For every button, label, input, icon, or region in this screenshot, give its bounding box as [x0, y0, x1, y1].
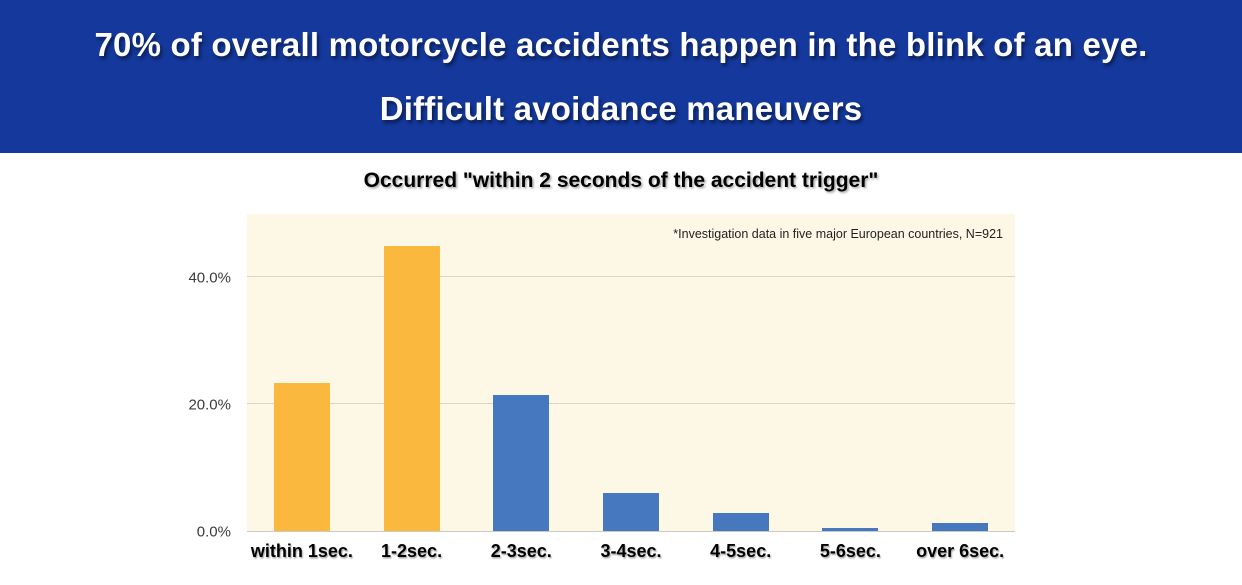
plot-area: *Investigation data in five major Europe…	[247, 214, 1015, 532]
y-axis-labels: 0.0% 20.0% 40.0%	[0, 214, 231, 540]
x-axis-labels: within 1sec. 1-2sec. 2-3sec. 3-4sec. 4-5sec.…	[247, 541, 1015, 575]
bar-slot-within-1sec	[247, 214, 357, 531]
bar-slot-1-2sec	[357, 214, 467, 531]
x-label-2-3sec: 2-3sec.	[490, 541, 552, 561]
bar-slot-over-6sec	[905, 214, 1015, 531]
x-label-5-6sec: 5-6sec.	[819, 541, 881, 561]
headline-line-2: Difficult avoidance maneuvers	[379, 89, 863, 127]
x-label-1-2sec: 1-2sec.	[381, 541, 443, 561]
bar-within-1sec	[273, 383, 330, 531]
x-label-4-5sec: 4-5sec.	[710, 541, 772, 561]
bar-5-6sec	[822, 527, 879, 531]
bar-slot-5-6sec	[796, 214, 906, 531]
bar-4-5sec	[712, 513, 769, 531]
bar-1-2sec	[383, 245, 440, 531]
bar-slot-2-3sec	[466, 214, 576, 531]
gridline-20	[247, 403, 1015, 405]
bar-3-4sec	[602, 492, 659, 531]
bar-over-6sec	[932, 522, 989, 531]
bar-slot-4-5sec	[686, 214, 796, 531]
headline-line-1: 70% of overall motorcycle accidents happ…	[94, 25, 1148, 63]
header-banner: 70% of overall motorcycle accidents happ…	[0, 0, 1242, 153]
y-tick-label-20: 20.0%	[188, 396, 231, 414]
annotation-note: *Investigation data in five major Europe…	[673, 227, 1003, 241]
x-label-within-1sec: within 1sec.	[250, 541, 353, 561]
y-tick-label-40: 40.0%	[188, 269, 231, 287]
bar-slot-3-4sec	[576, 214, 686, 531]
y-tick-label-0: 0.0%	[196, 523, 231, 541]
bar-2-3sec	[493, 395, 550, 531]
x-label-over-6sec: over 6sec.	[916, 541, 1005, 561]
chart-title: Occurred "within 2 seconds of the accide…	[363, 169, 879, 192]
gridline-40	[247, 276, 1015, 278]
x-label-3-4sec: 3-4sec.	[600, 541, 662, 561]
